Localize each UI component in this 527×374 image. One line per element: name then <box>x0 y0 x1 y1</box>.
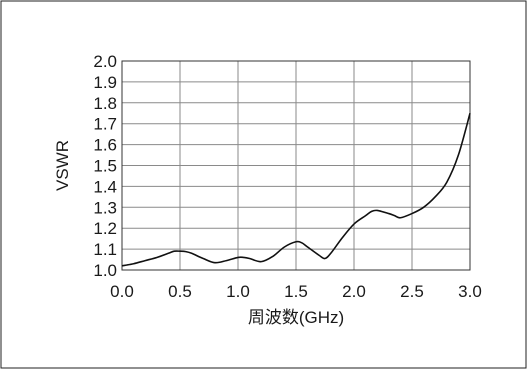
y-tick-label: 1.9 <box>93 73 117 92</box>
y-tick-label: 1.6 <box>93 136 117 155</box>
x-tick-label: 1.5 <box>284 282 308 301</box>
y-axis-label: VSWR <box>53 140 72 191</box>
y-tick-label: 1.0 <box>93 261 117 280</box>
x-tick-label: 2.0 <box>342 282 366 301</box>
x-tick-label: 3.0 <box>458 282 482 301</box>
y-tick-label: 1.5 <box>93 157 117 176</box>
x-tick-label: 0.5 <box>168 282 192 301</box>
y-tick-label: 1.4 <box>93 177 117 196</box>
vswr-series-line <box>121 113 471 267</box>
y-tick-label: 1.8 <box>93 94 117 113</box>
plot-area <box>121 60 471 271</box>
x-tick-label: 1.0 <box>226 282 250 301</box>
y-tick-label: 2.0 <box>93 52 117 71</box>
x-tick-label: 0.0 <box>110 282 134 301</box>
x-axis-label: 周波数(GHz) <box>248 308 344 327</box>
x-tick-label: 2.5 <box>400 282 424 301</box>
y-tick-label: 1.3 <box>93 198 117 217</box>
y-tick-label: 1.2 <box>93 219 117 238</box>
y-tick-label: 1.1 <box>93 240 117 259</box>
y-tick-label: 1.7 <box>93 115 117 134</box>
